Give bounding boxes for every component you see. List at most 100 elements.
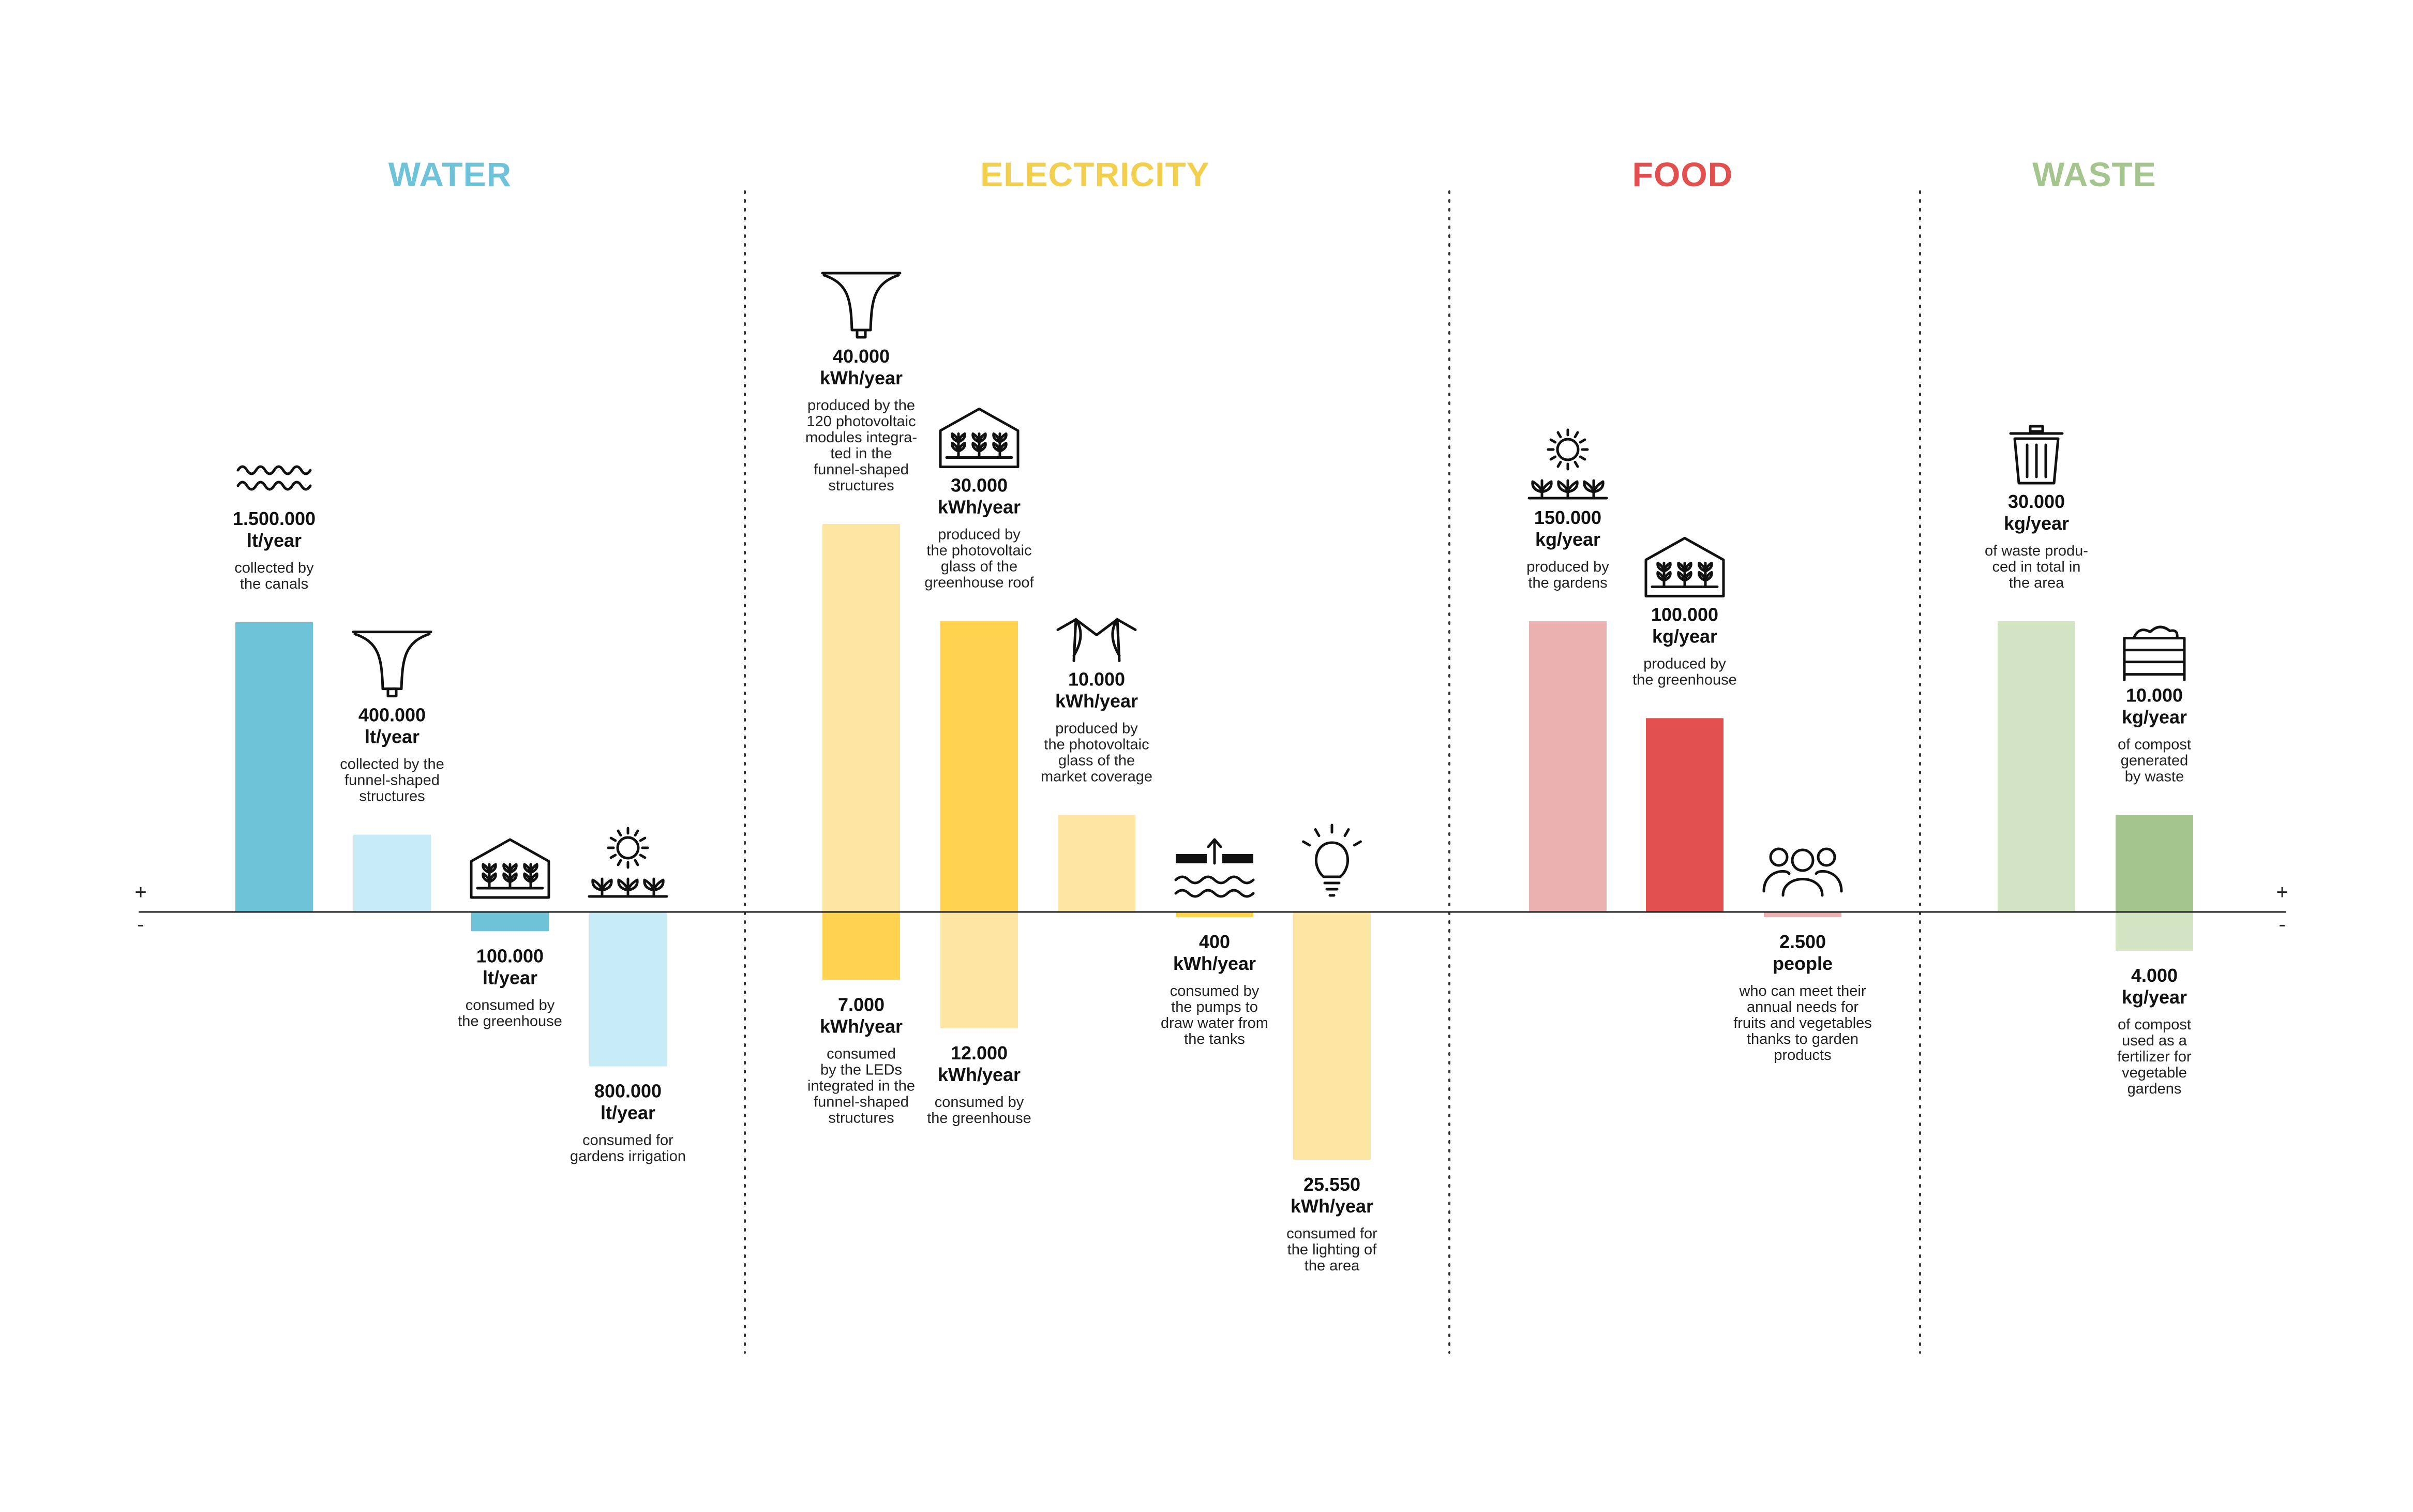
description-line: ted in the xyxy=(830,445,892,462)
bar xyxy=(1058,815,1135,912)
category-dividers xyxy=(744,190,1921,1354)
unit-label: kg/year xyxy=(1535,529,1600,550)
description-line: greenhouse roof xyxy=(924,575,1034,591)
lightbulb-icon xyxy=(1302,824,1362,897)
unit-label: lt/year xyxy=(483,967,537,988)
value-label: 100.000 xyxy=(1651,604,1718,625)
description-line: structures xyxy=(828,477,894,494)
value-label: 30.000 xyxy=(2008,491,2065,512)
description-line: by waste xyxy=(2125,769,2184,785)
description-line: produced by the xyxy=(807,397,915,414)
bar xyxy=(940,621,1018,912)
value-label: 12.000 xyxy=(951,1042,1008,1064)
description-line: of waste produ- xyxy=(1985,543,2088,559)
description-line: generated xyxy=(2121,753,2189,769)
description-line: the area xyxy=(1305,1257,1360,1274)
garden-sun-icon xyxy=(1527,428,1608,500)
value-label: 7.000 xyxy=(838,994,885,1015)
description-line: the tanks xyxy=(1184,1031,1245,1047)
chart-bars xyxy=(235,524,2193,1160)
description-line: the pumps to xyxy=(1171,999,1258,1015)
category-title: WASTE xyxy=(2032,155,2156,193)
category-title: WATER xyxy=(388,155,512,193)
bar xyxy=(1646,718,1723,912)
description-line: ced in total in xyxy=(1992,559,2081,575)
bar xyxy=(235,622,313,912)
greenhouse-icon xyxy=(1644,536,1725,597)
description-line: consumed by xyxy=(935,1094,1024,1111)
funnel-icon xyxy=(821,272,902,339)
description-line: products xyxy=(1774,1047,1831,1064)
garden-sun-icon xyxy=(588,827,668,898)
description-line: produced by xyxy=(1643,655,1726,672)
description-line: the photovoltaic xyxy=(1044,737,1149,753)
description-line: funnel-shaped xyxy=(814,1094,909,1110)
value-label: 4.000 xyxy=(2131,965,2178,986)
description-line: the lighting of xyxy=(1287,1241,1377,1258)
description-line: funnel-shaped xyxy=(344,772,440,789)
bar xyxy=(2116,912,2193,951)
description-line: modules integra- xyxy=(805,429,917,446)
value-label: 800.000 xyxy=(594,1081,662,1102)
description-line: produced by xyxy=(938,527,1021,543)
description-line: fruits and vegetables xyxy=(1733,1015,1872,1031)
greenhouse-icon xyxy=(470,838,550,899)
bar xyxy=(822,524,900,912)
value-label: 400 xyxy=(1199,931,1230,952)
unit-label: kWh/year xyxy=(938,497,1021,518)
description-line: consumed by xyxy=(466,997,555,1013)
description-line: by the LEDs xyxy=(820,1061,902,1078)
unit-label: kWh/year xyxy=(820,1015,903,1037)
waves-icon xyxy=(236,465,312,491)
category-titles: WATER ELECTRICITY FOOD WASTE xyxy=(388,155,2156,193)
value-label: 2.500 xyxy=(1779,931,1826,952)
description-line: fertilizer for xyxy=(2117,1049,2192,1065)
unit-label: kWh/year xyxy=(820,367,903,388)
minus-sign-right: - xyxy=(2279,913,2285,936)
description-line: collected by the xyxy=(340,756,444,773)
unit-label: kg/year xyxy=(2122,986,2187,1008)
description-line: glass of the xyxy=(941,559,1017,575)
description-line: integrated in the xyxy=(807,1077,915,1094)
unit-label: kWh/year xyxy=(1055,691,1138,712)
description-line: produced by xyxy=(1526,559,1609,575)
description-line: consumed for xyxy=(582,1132,673,1149)
description-line: glass of the xyxy=(1058,753,1135,769)
description-line: annual needs for xyxy=(1747,999,1859,1015)
greenhouse-icon xyxy=(939,408,1020,468)
description-line: structures xyxy=(359,788,425,805)
chart-icons xyxy=(236,272,2186,899)
unit-label: lt/year xyxy=(601,1102,655,1124)
bar xyxy=(940,912,1018,1028)
plus-sign-right: + xyxy=(2276,881,2288,904)
description-line: the photovoltaic xyxy=(926,543,1031,559)
plus-sign-left: + xyxy=(134,881,146,904)
description-line: vegetable xyxy=(2122,1065,2187,1081)
description-line: who can meet their xyxy=(1738,983,1866,999)
description-line: market coverage xyxy=(1041,769,1152,785)
people-icon xyxy=(1762,847,1843,897)
description-line: of compost xyxy=(2118,1016,2191,1033)
funnel-icon xyxy=(352,631,432,698)
unit-label: kWh/year xyxy=(1291,1195,1373,1217)
category-title: FOOD xyxy=(1632,155,1733,193)
description-line: the canals xyxy=(240,576,308,592)
value-label: 40.000 xyxy=(833,346,890,367)
bar xyxy=(1998,621,2075,912)
description-line: the greenhouse xyxy=(927,1110,1031,1127)
value-label: 150.000 xyxy=(1534,507,1601,528)
description-line: the greenhouse xyxy=(458,1013,562,1029)
description-line: draw water from xyxy=(1161,1015,1268,1031)
description-line: funnel-shaped xyxy=(814,461,909,478)
description-line: consumed for xyxy=(1286,1225,1377,1242)
unit-label: kg/year xyxy=(1652,625,1717,647)
unit-label: kg/year xyxy=(2122,707,2187,728)
trash-bin-icon xyxy=(2009,425,2064,485)
pump-icon xyxy=(1174,838,1255,898)
bar xyxy=(471,912,549,932)
description-line: produced by xyxy=(1055,721,1138,737)
unit-label: people xyxy=(1773,953,1833,974)
market-roof-icon xyxy=(1056,618,1137,662)
